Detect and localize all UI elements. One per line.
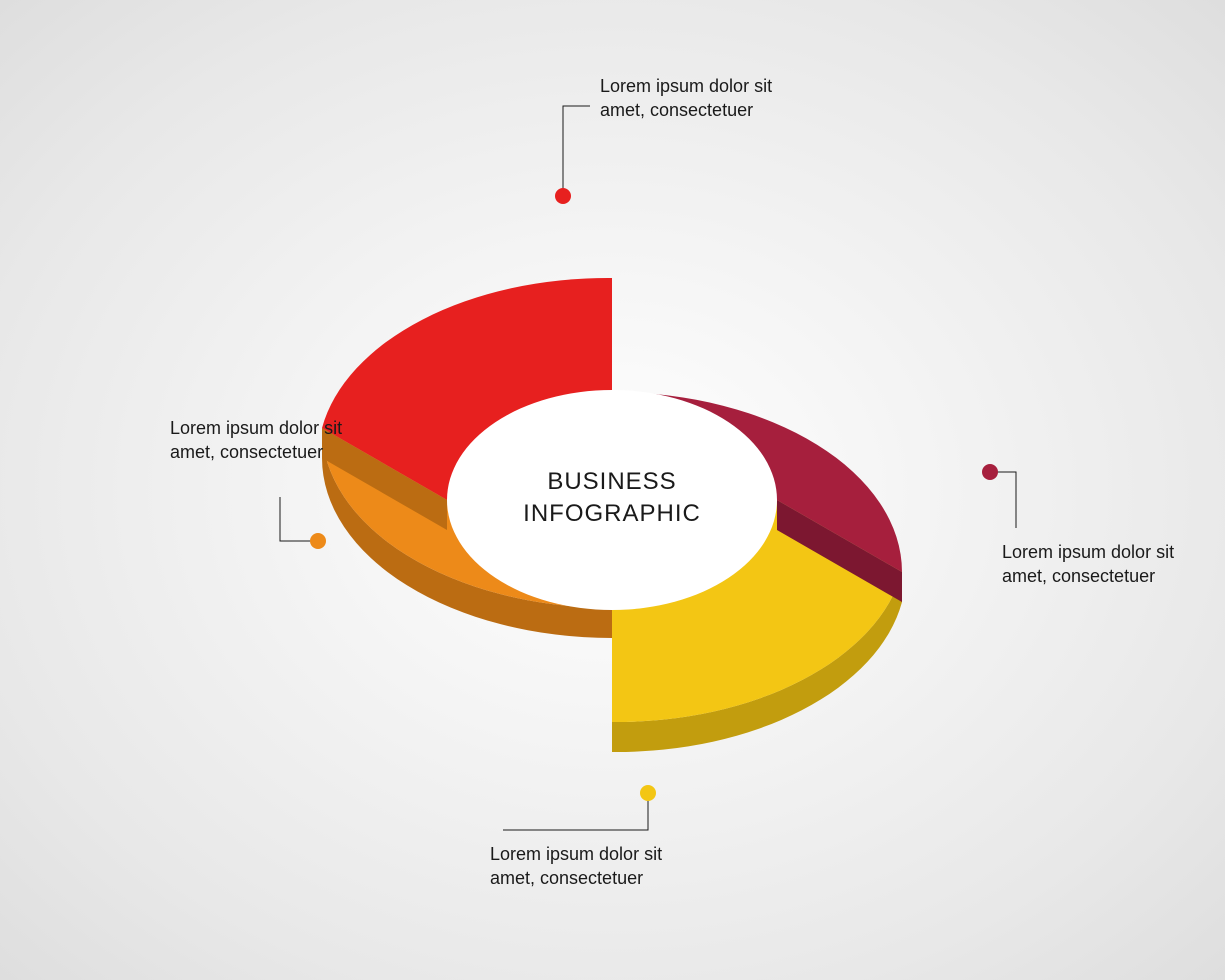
dot-left xyxy=(310,533,326,549)
center-title-line1: BUSINESS xyxy=(462,466,762,498)
infographic-canvas: BUSINESS INFOGRAPHIC Lorem ipsum dolor s… xyxy=(0,0,1225,980)
center-title: BUSINESS INFOGRAPHIC xyxy=(462,466,762,531)
callout-left: Lorem ipsum dolor sit amet, consectetuer xyxy=(170,416,370,465)
callout-right: Lorem ipsum dolor sit amet, consectetuer xyxy=(1002,540,1202,589)
callout-top: Lorem ipsum dolor sit amet, consectetuer xyxy=(600,74,800,123)
center-title-line2: INFOGRAPHIC xyxy=(462,498,762,530)
dot-right xyxy=(982,464,998,480)
callout-bottom: Lorem ipsum dolor sit amet, consectetuer xyxy=(490,842,690,891)
dot-bottom xyxy=(640,785,656,801)
dot-top xyxy=(555,188,571,204)
